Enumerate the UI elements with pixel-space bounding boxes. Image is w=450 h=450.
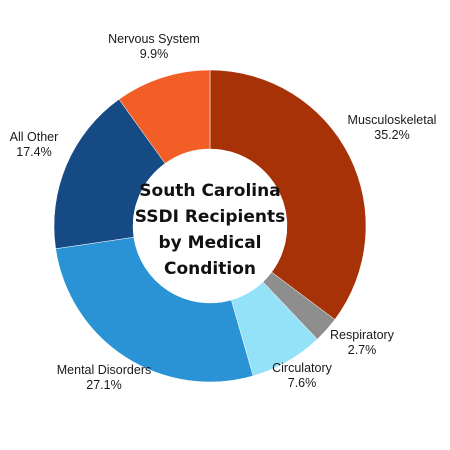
slice-label-value: 27.1% bbox=[86, 378, 121, 392]
slice-label-value: 35.2% bbox=[374, 128, 409, 142]
center-hole bbox=[133, 149, 287, 303]
slice-label-name: Respiratory bbox=[330, 328, 395, 342]
slice-label-value: 2.7% bbox=[348, 343, 377, 357]
slice-label-name: Nervous System bbox=[108, 32, 200, 46]
slice-label-value: 7.6% bbox=[288, 376, 317, 390]
slice-label-name: All Other bbox=[10, 130, 59, 144]
slice-label-name: Mental Disorders bbox=[57, 363, 151, 377]
slice-label-value: 9.9% bbox=[140, 47, 169, 61]
title-line-1: South Carolina bbox=[139, 181, 280, 201]
title-line-3: by Medical bbox=[159, 233, 262, 253]
center-title: South Carolina SSDI Recipients by Medica… bbox=[135, 181, 285, 279]
slice-label-name: Circulatory bbox=[272, 361, 332, 375]
slices-layer bbox=[53, 69, 367, 383]
slice-label-name: Musculoskeletal bbox=[348, 113, 437, 127]
title-line-2: SSDI Recipients bbox=[135, 207, 285, 227]
slice-label-value: 17.4% bbox=[16, 145, 51, 159]
title-line-4: Condition bbox=[164, 259, 256, 279]
